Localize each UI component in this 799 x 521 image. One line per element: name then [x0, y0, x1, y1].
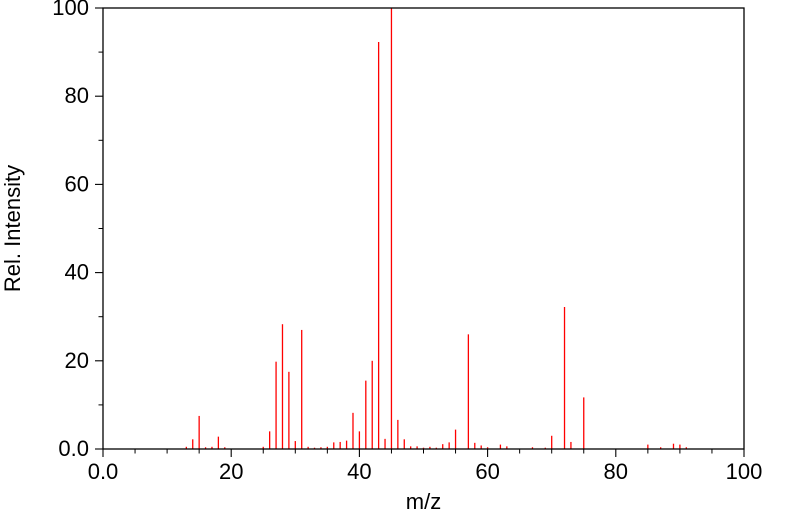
svg-text:100: 100 — [52, 0, 89, 20]
svg-text:20: 20 — [65, 348, 89, 373]
svg-text:80: 80 — [604, 459, 628, 484]
svg-text:20: 20 — [219, 459, 243, 484]
svg-text:80: 80 — [65, 83, 89, 108]
svg-text:40: 40 — [347, 459, 371, 484]
svg-text:m/z: m/z — [406, 489, 441, 514]
svg-text:0.0: 0.0 — [88, 459, 119, 484]
svg-text:Rel. Intensity: Rel. Intensity — [0, 165, 25, 292]
svg-text:0.0: 0.0 — [58, 436, 89, 461]
svg-text:40: 40 — [65, 260, 89, 285]
svg-text:60: 60 — [475, 459, 499, 484]
svg-text:60: 60 — [65, 171, 89, 196]
svg-text:100: 100 — [726, 459, 763, 484]
